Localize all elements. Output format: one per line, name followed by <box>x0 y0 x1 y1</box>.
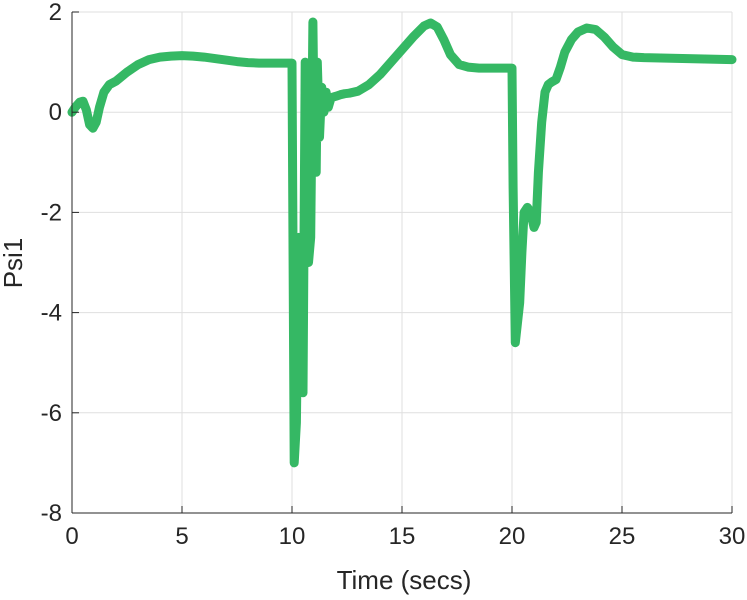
x-tick-label: 10 <box>279 523 306 550</box>
x-axis-label: Time (secs) <box>337 565 472 595</box>
grid <box>71 11 733 514</box>
x-tick-label: 20 <box>499 523 526 550</box>
y-tick-label: -2 <box>41 199 62 226</box>
x-tick-labels: 0 5 10 15 20 25 30 <box>65 523 745 550</box>
y-axis-label: Psi1 <box>0 238 28 289</box>
x-tick-label: 25 <box>609 523 636 550</box>
axes-frame <box>71 11 733 514</box>
series-line-group <box>67 17 737 468</box>
series-line <box>67 17 737 468</box>
y-tick-label: -8 <box>41 500 62 527</box>
x-tick-label: 0 <box>65 523 78 550</box>
y-tick-labels: -8 -6 -4 -2 0 2 <box>41 0 62 527</box>
y-tick-label: 2 <box>49 0 62 26</box>
x-tick-label: 5 <box>175 523 188 550</box>
y-tick-label: -4 <box>41 300 62 327</box>
y-tick-label: 0 <box>49 99 62 126</box>
y-tick-label: -6 <box>41 400 62 427</box>
x-tick-label: 15 <box>389 523 416 550</box>
x-tick-label: 30 <box>719 523 746 550</box>
